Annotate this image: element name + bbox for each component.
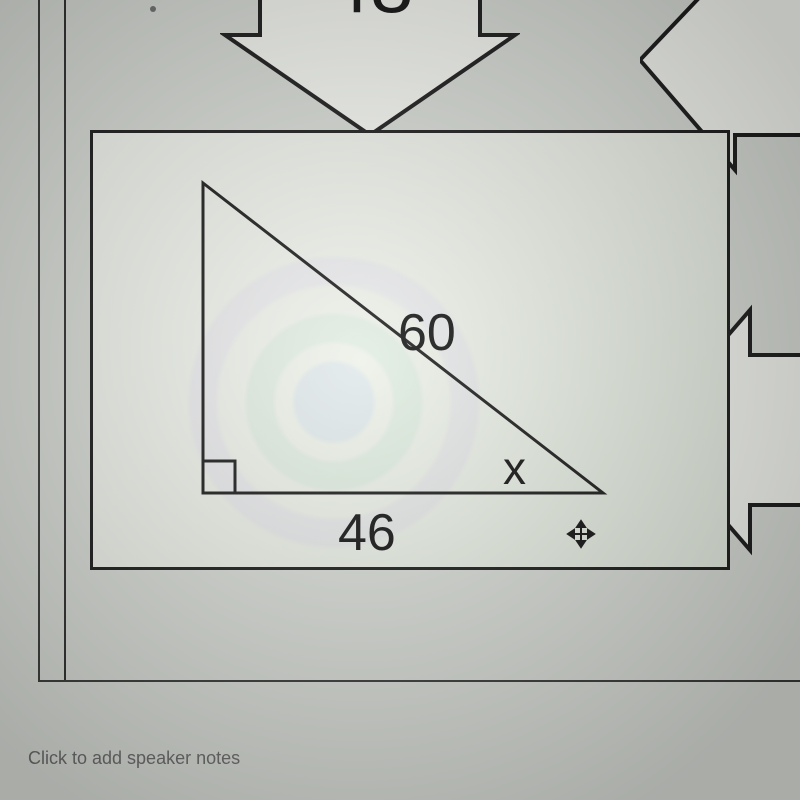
angle-x-label: x bbox=[503, 441, 526, 495]
base-label: 46 bbox=[338, 503, 396, 563]
right-triangle-diagram: 60 46 x bbox=[163, 173, 623, 533]
dust-speck bbox=[150, 6, 156, 12]
triangle-card[interactable]: 60 46 x bbox=[90, 130, 730, 570]
slide-outer-border-bottom bbox=[38, 680, 800, 682]
down-arrow-label: 48 bbox=[220, 0, 520, 31]
down-arrow-callout[interactable]: 48 bbox=[220, 0, 520, 140]
slide-inner-border-left bbox=[64, 0, 66, 680]
slide-outer-border-left bbox=[38, 0, 40, 680]
move-cursor-icon bbox=[568, 521, 594, 547]
slide-editor-viewport: 48 40 60 46 x bbox=[0, 0, 800, 800]
hypotenuse-label: 60 bbox=[398, 303, 456, 363]
speaker-notes-placeholder[interactable]: Click to add speaker notes bbox=[28, 748, 240, 769]
